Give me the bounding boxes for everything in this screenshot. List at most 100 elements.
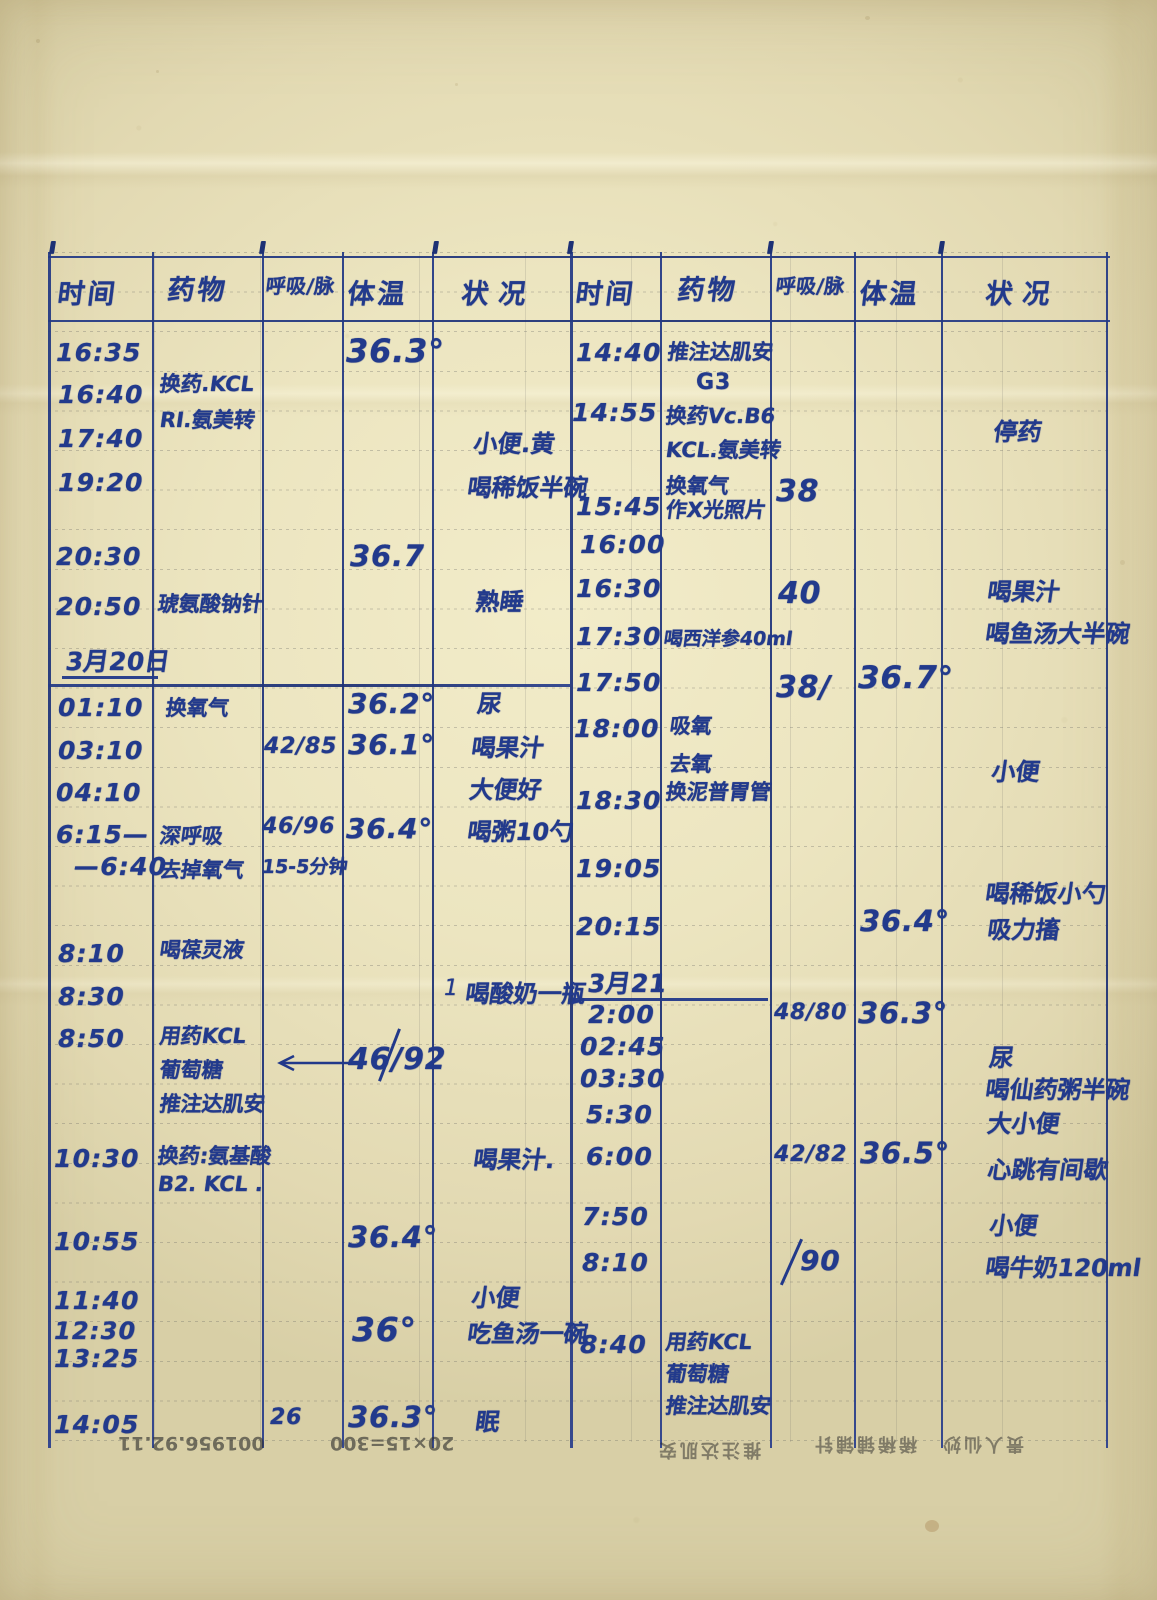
entry-time: 7:50 [582,1202,649,1231]
entry-medication: 换药:氨基酸 [156,1144,273,1168]
entry-time: 10:55 [54,1227,140,1256]
entry-time: 12:30 [54,1317,137,1345]
entry-condition: 喝稀饭小勺 [983,880,1108,908]
entry-medication: 换氧气 [164,696,231,720]
entry-time: 18:30 [576,786,662,815]
entry-time: 8:10 [58,939,125,968]
entry-time: 17:50 [576,668,662,697]
date-row-separator-left [48,684,570,687]
entry-condition: 熟睡 [473,588,526,616]
entry-condition: 大便好 [467,776,544,804]
paper-blemish [36,39,40,43]
entry-time: 13:25 [54,1344,140,1373]
entry-time: 8:40 [580,1330,647,1359]
header-time-right: 时间 [573,279,638,310]
paper-blemish [455,83,458,86]
paper-blemish [1120,560,1125,565]
entry-temperature: 36.2° [348,687,436,720]
entry-time: —6:40 [74,852,168,881]
ink-stray-mark: 1 [444,976,459,1001]
entry-temperature: 36.4° [348,1220,439,1254]
column-line-temp-left [432,252,435,1448]
entry-condition: 大小便 [985,1110,1062,1138]
date-divider-right: 3月21 [585,969,669,998]
left-arrow-icon [277,1054,352,1072]
column-line-0 [48,252,52,1448]
header-temperature-left: 体温 [345,279,410,310]
entry-resp-pulse: 42/82 [774,1142,848,1167]
showthrough-stamp-right: 贵人仙妙 [940,1433,1024,1454]
printed-grid-rules [48,252,1110,1442]
entry-time: 20:50 [56,592,142,621]
entry-time: 03:10 [58,736,144,765]
entry-time: 14:55 [572,398,658,427]
entry-medication: 喝西洋参40ml [662,628,795,650]
column-line-rp-left [342,252,345,1448]
entry-medication: KCL.氨美转 [664,438,783,462]
entry-condition: 喝果汁 [469,734,546,762]
entry-temperature: 36.5° [860,1136,951,1170]
entry-condition: 小便 [469,1284,522,1312]
date-divider-left: 3月20日 [63,647,173,676]
entry-medication: 葡萄糖 [158,1058,225,1082]
showthrough-stamp-mid: 稀稀铺铺针 [812,1433,917,1454]
entry-temperature: 36.3° [346,332,445,370]
entry-resp-pulse: 42/85 [264,734,338,759]
showthrough-left-code: 001956.92.11 [118,1432,265,1454]
entry-resp-pulse: 40 [778,576,822,611]
entry-medication: 葡萄糖 [664,1362,731,1386]
entry-time: 03:30 [580,1064,666,1093]
entry-condition: 小便 [987,1212,1040,1240]
entry-medication: 作X光照片 [664,498,768,522]
entry-medication: 换药.KCL [158,372,256,396]
entry-medication: 喝葆灵液 [158,938,246,962]
entry-time: 8:10 [582,1248,649,1277]
entry-time: 5:30 [586,1100,653,1129]
entry-time: 19:05 [576,854,662,883]
entry-medication: RI.氨美转 [158,408,257,432]
entry-time: 01:10 [58,693,144,722]
entry-temperature: 36.1° [348,728,436,761]
entry-medication: 换泥普胃管 [664,780,773,804]
entry-medication: 吸氧 [668,714,714,738]
entry-condition: 喝牛奶120ml [983,1254,1143,1282]
entry-medication: 推注达肌安 [158,1092,267,1116]
entry-medication-code: G3 [696,370,731,395]
column-line-rp-right [854,252,857,1448]
paper-blemish [156,70,159,73]
header-medication-right: 药物 [675,275,740,306]
entry-time: 8:50 [58,1024,125,1053]
entry-time: 6:15— [56,820,150,849]
entry-time: 15:45 [576,492,662,521]
entry-time: 20:15 [576,912,662,941]
entry-resp-pulse: 46/96 [262,814,336,839]
entry-medication: 推注达肌安 [664,1394,773,1418]
entry-condition: 心跳有间歇 [985,1156,1110,1184]
header-medication-left: 药物 [165,275,230,306]
entry-condition: 喝酸奶一瓶 [463,980,588,1008]
header-temperature-right: 体温 [857,279,922,310]
entry-resp-pulse: 38 [776,474,820,509]
table-top-border [48,256,1110,259]
entry-time: 8:30 [58,982,125,1011]
entry-condition: 尿 [475,690,504,718]
entry-medication: 深呼吸 [158,824,225,848]
entry-time: 04:10 [56,778,142,807]
entry-condition: 喝鱼汤大半碗 [983,620,1132,648]
entry-temperature: 36.4° [860,904,951,938]
entry-medication: B2. KCL . [156,1172,266,1196]
header-condition-left: 状况 [459,279,538,310]
entry-time: 16:30 [576,574,662,603]
entry-resp-pulse: 48/80 [774,1000,848,1025]
entry-temperature: 36.7 [350,539,425,573]
header-resp-pulse-right: 呼吸/脉 [774,274,847,298]
entry-time: 20:30 [56,542,142,571]
column-line-temp-right [941,252,944,1448]
entry-condition: 眠 [473,1408,502,1436]
entry-time: 16:40 [58,380,144,409]
column-line-time-left [152,252,155,1448]
column-line-med-right [770,252,773,1448]
